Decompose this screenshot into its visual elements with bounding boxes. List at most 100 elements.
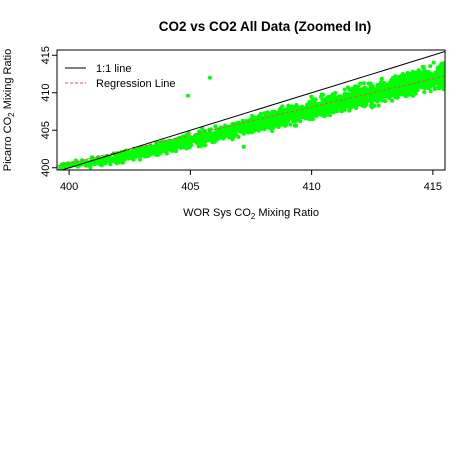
data-point — [442, 61, 445, 66]
x-axis: 400 405 410 415 — [60, 170, 442, 193]
data-point — [365, 98, 370, 103]
data-point — [379, 76, 384, 81]
data-point — [406, 73, 411, 78]
data-point — [295, 115, 300, 120]
data-point — [288, 122, 293, 127]
data-points — [58, 60, 445, 170]
data-point — [393, 95, 398, 100]
data-point — [358, 81, 363, 86]
data-point — [322, 114, 327, 119]
data-point — [217, 132, 222, 137]
y-tick-label: 415 — [40, 46, 52, 64]
data-point — [310, 98, 315, 103]
data-point — [170, 144, 175, 149]
data-point — [309, 109, 314, 114]
data-point — [346, 96, 351, 101]
data-point — [339, 109, 344, 114]
data-point — [249, 117, 254, 122]
data-point — [321, 110, 326, 115]
data-point — [332, 94, 337, 99]
data-point — [175, 140, 180, 145]
data-point — [217, 136, 222, 140]
data-point — [354, 99, 359, 104]
data-point — [173, 149, 178, 153]
data-point — [183, 142, 188, 147]
data-point — [288, 115, 293, 120]
data-point — [276, 125, 281, 129]
chart-title: CO2 vs CO2 All Data (Zoomed In) — [159, 19, 372, 34]
data-point — [349, 104, 354, 109]
data-point — [362, 104, 367, 109]
data-point — [286, 107, 291, 112]
data-point — [396, 91, 401, 96]
data-point — [143, 151, 148, 156]
data-point — [417, 82, 422, 87]
data-point — [219, 125, 224, 130]
data-point — [420, 84, 425, 89]
data-point — [150, 145, 155, 149]
data-point — [309, 113, 314, 118]
data-point — [230, 137, 235, 142]
data-point — [270, 128, 275, 133]
data-point — [118, 157, 123, 161]
data-point — [386, 86, 390, 91]
data-point — [331, 106, 336, 111]
data-point — [292, 119, 297, 124]
data-point — [390, 98, 394, 103]
data-point — [404, 86, 408, 91]
data-point — [412, 88, 417, 93]
data-point — [119, 153, 124, 158]
data-point — [281, 119, 286, 124]
data-point — [192, 137, 197, 142]
data-point — [284, 122, 288, 127]
data-point — [167, 142, 172, 147]
data-point — [422, 90, 427, 95]
data-point — [380, 86, 385, 91]
data-point — [292, 110, 297, 115]
data-point — [325, 107, 330, 112]
data-point — [400, 90, 405, 95]
data-point — [433, 72, 438, 77]
data-point — [374, 96, 379, 101]
data-point — [422, 67, 427, 72]
data-point — [377, 85, 382, 90]
data-point — [435, 68, 440, 73]
x-tick-label: 405 — [181, 181, 199, 193]
data-point — [399, 82, 404, 87]
data-point — [200, 134, 204, 139]
data-point — [322, 103, 327, 108]
data-point — [382, 92, 387, 97]
data-point — [267, 122, 272, 127]
data-point — [370, 84, 375, 89]
data-point — [148, 149, 152, 154]
data-point — [419, 76, 424, 81]
data-point — [131, 155, 136, 160]
regression-line — [57, 75, 445, 167]
data-point — [213, 124, 218, 129]
data-point — [372, 103, 377, 108]
data-point — [327, 94, 332, 99]
data-point — [138, 157, 142, 162]
data-point — [428, 64, 433, 69]
data-point — [154, 147, 159, 152]
data-point — [353, 94, 357, 99]
data-point — [65, 163, 70, 167]
data-point — [284, 110, 289, 115]
data-point — [160, 144, 164, 149]
data-point — [249, 129, 254, 134]
data-point — [91, 161, 96, 166]
data-point — [291, 113, 296, 118]
data-point — [267, 111, 272, 116]
data-point — [206, 131, 210, 136]
data-point — [175, 144, 180, 148]
data-point — [349, 92, 354, 97]
data-point — [406, 91, 410, 96]
data-point — [254, 126, 259, 131]
data-point — [362, 86, 367, 91]
y-tick-label: 400 — [40, 159, 52, 177]
data-point — [111, 157, 116, 162]
data-point — [250, 123, 255, 128]
data-point — [132, 148, 137, 153]
data-point — [254, 115, 259, 120]
